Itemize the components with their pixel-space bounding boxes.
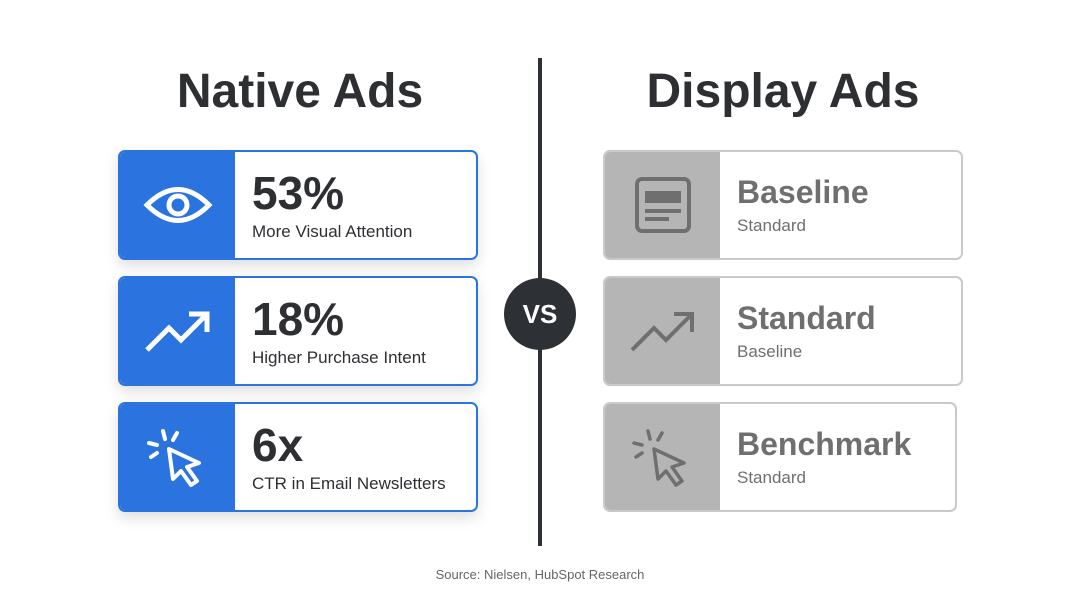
native-card: 53% More Visual Attention: [118, 150, 478, 260]
source: Source: Nielsen, HubSpot Research: [435, 567, 645, 582]
stat: Baseline: [737, 174, 869, 210]
display-card: Baseline Standard: [603, 150, 963, 260]
stat-label: Standard: [737, 468, 806, 487]
ad-icon: [605, 152, 720, 258]
stat: 53%: [252, 167, 345, 219]
stat-label: CTR in Email Newsletters: [252, 474, 446, 493]
native-card: 6x CTR in Email Newsletters: [118, 402, 478, 512]
stat: Benchmark: [737, 426, 912, 462]
stat-label: Baseline: [737, 342, 803, 361]
native-title: Native Ads: [176, 65, 424, 118]
stat-label: Standard: [737, 216, 806, 235]
eye-icon: [120, 152, 235, 258]
display-card: Benchmark Standard: [603, 402, 957, 512]
display-title: Display Ads: [646, 65, 920, 118]
trend-icon: [120, 278, 235, 384]
stat: Standard: [737, 300, 876, 336]
native-card: 18% Higher Purchase Intent: [118, 276, 478, 386]
cursor-icon: [120, 404, 235, 510]
stat-label: More Visual Attention: [252, 222, 413, 241]
stat-label: Higher Purchase Intent: [252, 348, 426, 367]
cursor-icon: [605, 404, 720, 510]
trend-icon: [605, 278, 720, 384]
stat: 6x: [252, 419, 304, 471]
stat: 18%: [252, 293, 345, 345]
vs-badge: VS: [504, 278, 576, 350]
display-card: Standard Baseline: [603, 276, 963, 386]
